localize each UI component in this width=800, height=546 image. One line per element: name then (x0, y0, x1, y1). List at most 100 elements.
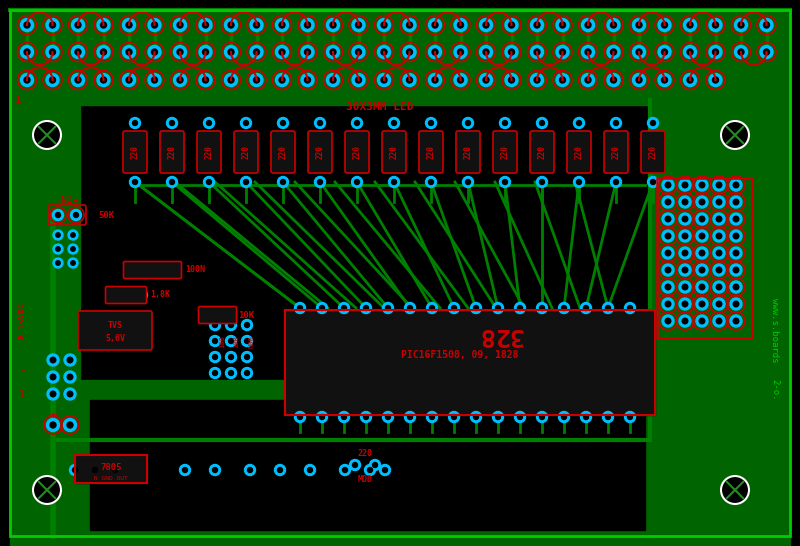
Circle shape (228, 22, 234, 28)
Circle shape (24, 49, 30, 55)
Text: 100N: 100N (185, 265, 205, 275)
Circle shape (342, 467, 347, 472)
FancyBboxPatch shape (160, 131, 184, 173)
Circle shape (242, 319, 253, 330)
Circle shape (151, 49, 158, 55)
Circle shape (738, 49, 744, 55)
Circle shape (301, 45, 314, 58)
Circle shape (68, 244, 78, 254)
Circle shape (479, 74, 493, 86)
Circle shape (177, 22, 183, 28)
Circle shape (56, 247, 60, 251)
Circle shape (342, 306, 346, 311)
Text: 220: 220 (353, 145, 362, 159)
Bar (285, 310, 655, 415)
Circle shape (75, 49, 81, 55)
Circle shape (581, 302, 591, 313)
Circle shape (582, 74, 594, 86)
Bar (10, 90, 790, 440)
Circle shape (110, 293, 114, 298)
Circle shape (432, 77, 438, 83)
Text: 328: 328 (478, 323, 522, 347)
Circle shape (170, 264, 181, 276)
Circle shape (245, 465, 255, 476)
Circle shape (574, 117, 585, 128)
Circle shape (505, 74, 518, 86)
Circle shape (495, 414, 501, 419)
Circle shape (682, 301, 688, 307)
Circle shape (318, 121, 322, 126)
Circle shape (636, 22, 642, 28)
Circle shape (386, 306, 390, 311)
Circle shape (225, 45, 238, 58)
Circle shape (406, 77, 413, 83)
Circle shape (734, 318, 739, 324)
Circle shape (730, 298, 742, 310)
Circle shape (699, 216, 705, 222)
Circle shape (97, 74, 110, 86)
Circle shape (518, 306, 522, 311)
Circle shape (279, 49, 285, 55)
Circle shape (696, 247, 708, 259)
Circle shape (562, 306, 566, 311)
Circle shape (730, 281, 742, 293)
FancyBboxPatch shape (271, 131, 295, 173)
Circle shape (662, 213, 674, 225)
Circle shape (148, 45, 161, 58)
Circle shape (679, 281, 691, 293)
Circle shape (64, 354, 76, 366)
Circle shape (391, 180, 397, 185)
Circle shape (199, 74, 212, 86)
Circle shape (574, 176, 585, 187)
Circle shape (610, 49, 617, 55)
Circle shape (696, 230, 708, 242)
Circle shape (50, 49, 55, 55)
Circle shape (47, 388, 59, 400)
Circle shape (242, 335, 253, 347)
Circle shape (203, 117, 214, 128)
Circle shape (585, 77, 591, 83)
Circle shape (614, 180, 618, 185)
Circle shape (53, 230, 63, 240)
Circle shape (170, 180, 174, 185)
Text: 30X3MM LED: 30X3MM LED (346, 102, 414, 112)
Circle shape (130, 117, 141, 128)
Circle shape (101, 77, 106, 83)
Circle shape (683, 74, 697, 86)
Circle shape (713, 22, 718, 28)
Circle shape (50, 77, 55, 83)
Circle shape (577, 121, 582, 126)
Circle shape (713, 213, 725, 225)
Circle shape (429, 45, 442, 58)
Circle shape (203, 176, 214, 187)
Bar (650, 10, 790, 546)
FancyBboxPatch shape (493, 131, 517, 173)
Circle shape (713, 230, 725, 242)
Circle shape (355, 22, 362, 28)
Circle shape (716, 318, 722, 324)
Circle shape (679, 230, 691, 242)
Text: MOD: MOD (358, 476, 373, 484)
Circle shape (530, 45, 543, 58)
Circle shape (243, 121, 249, 126)
Circle shape (687, 49, 693, 55)
Circle shape (562, 414, 566, 419)
Circle shape (122, 74, 135, 86)
Circle shape (126, 49, 132, 55)
Circle shape (213, 467, 218, 472)
Circle shape (228, 77, 234, 83)
Circle shape (226, 367, 237, 378)
Circle shape (352, 74, 365, 86)
Circle shape (229, 339, 234, 343)
Circle shape (254, 77, 259, 83)
Circle shape (241, 176, 251, 187)
Circle shape (177, 49, 183, 55)
Circle shape (319, 414, 325, 419)
Circle shape (355, 77, 362, 83)
Circle shape (713, 196, 725, 208)
Circle shape (307, 467, 313, 472)
Circle shape (636, 77, 642, 83)
Circle shape (679, 179, 691, 191)
Circle shape (602, 302, 614, 313)
Circle shape (426, 412, 438, 423)
